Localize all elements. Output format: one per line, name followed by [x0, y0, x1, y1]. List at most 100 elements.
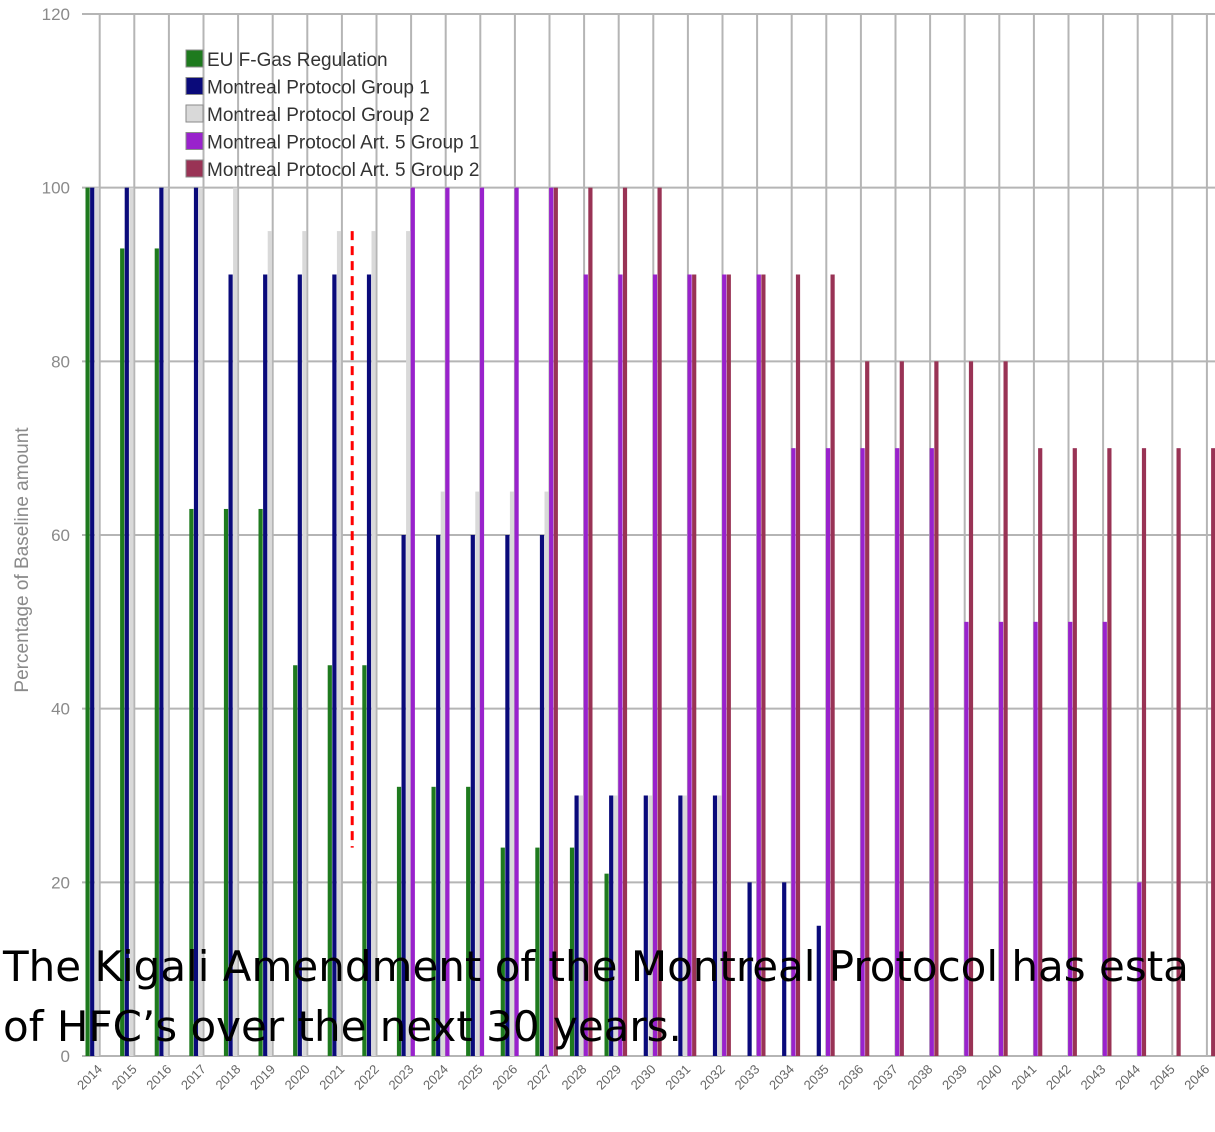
bar — [1107, 448, 1112, 1057]
legend-swatch — [185, 132, 204, 150]
bar — [825, 448, 831, 1057]
legend-label: Montreal Protocol Group 1 — [207, 78, 430, 99]
x-tick-label: 2045 — [1147, 1062, 1178, 1093]
bar — [1141, 448, 1147, 1057]
y-axis-title: Percentage of Baseline amount — [12, 427, 33, 693]
x-tick-label: 2036 — [835, 1062, 866, 1093]
x-tick-label: 2044 — [1112, 1062, 1143, 1093]
bar — [327, 665, 332, 1056]
bar — [544, 491, 549, 1056]
bar — [258, 508, 263, 1056]
x-tick-label: 2020 — [282, 1062, 313, 1093]
bar — [396, 786, 402, 1056]
x-tick-label: 2026 — [489, 1062, 520, 1093]
x-tick-label: 2038 — [904, 1062, 935, 1093]
bar — [657, 187, 662, 1056]
legend-swatch — [185, 77, 204, 95]
bar — [163, 187, 169, 1056]
bar — [371, 231, 376, 1057]
bar — [761, 274, 766, 1056]
x-tick-label: 2025 — [455, 1062, 486, 1093]
bar — [1033, 621, 1038, 1056]
bar — [1211, 448, 1215, 1057]
bar — [445, 187, 450, 1056]
x-tick-label: 2041 — [1008, 1062, 1039, 1093]
bar — [712, 795, 718, 1056]
x-tick-label: 2039 — [939, 1062, 970, 1093]
legend-label: Montreal Protocol Art. 5 Group 1 — [207, 133, 479, 154]
bar — [613, 795, 618, 1056]
bar — [934, 361, 939, 1056]
bar — [687, 274, 692, 1056]
bar — [795, 274, 801, 1056]
bar — [678, 795, 683, 1056]
x-tick-label: 2028 — [558, 1062, 589, 1093]
bar — [479, 187, 485, 1056]
x-tick-label: 2018 — [212, 1062, 243, 1093]
x-tick-label: 2034 — [766, 1062, 797, 1093]
x-tick-label: 2032 — [697, 1062, 728, 1093]
bar — [466, 786, 471, 1056]
x-tick-label: 2014 — [74, 1062, 105, 1093]
bar — [782, 882, 787, 1056]
x-tick-label: 2027 — [524, 1062, 555, 1093]
bar — [682, 795, 688, 1056]
bar — [159, 187, 164, 1056]
x-tick-label: 2021 — [316, 1062, 347, 1093]
legend-label: Montreal Protocol Group 2 — [207, 105, 430, 126]
bar — [1102, 621, 1107, 1056]
x-tick-label: 2042 — [1043, 1062, 1074, 1093]
x-tick-label: 2037 — [870, 1062, 901, 1093]
bar — [120, 248, 125, 1056]
bar — [726, 274, 731, 1056]
x-tick-label: 2022 — [351, 1062, 382, 1093]
bar — [302, 231, 307, 1057]
bar — [94, 187, 99, 1056]
legend-swatch — [185, 49, 204, 68]
bar — [1072, 448, 1077, 1057]
y-tick-label: 40 — [51, 700, 70, 719]
x-tick-label: 2030 — [628, 1062, 659, 1093]
bar — [509, 491, 515, 1056]
bar — [475, 491, 480, 1056]
bar — [574, 795, 579, 1056]
y-tick-label: 0 — [61, 1047, 70, 1066]
bar — [431, 786, 436, 1056]
bar — [722, 274, 727, 1056]
bar — [964, 621, 969, 1056]
bar — [569, 847, 575, 1056]
y-tick-label: 20 — [51, 873, 70, 892]
bar — [223, 508, 229, 1056]
bar — [588, 187, 593, 1056]
bar — [193, 187, 199, 1056]
bar — [1137, 882, 1142, 1056]
y-tick-label: 80 — [51, 352, 70, 371]
bar — [643, 795, 648, 1056]
bar — [514, 187, 519, 1056]
x-tick-label: 2029 — [593, 1062, 624, 1093]
caption: The Kigali Amendment of the Montreal Pro… — [2, 942, 1189, 1051]
bar — [332, 274, 337, 1056]
bar — [505, 535, 510, 1056]
bar — [470, 535, 475, 1056]
bar — [1176, 448, 1181, 1057]
bar — [440, 491, 445, 1056]
x-tick-label: 2016 — [143, 1062, 174, 1093]
bar — [90, 187, 95, 1056]
bar — [579, 795, 584, 1056]
bar — [1068, 621, 1073, 1056]
legend: EU F-Gas Regulation Montreal Protocol Gro… — [185, 49, 479, 181]
bar — [622, 187, 628, 1056]
x-tick-label: 2035 — [801, 1062, 832, 1093]
bar — [1038, 448, 1043, 1057]
caption-line-2: of HFC’s over the next 30 years. — [3, 1002, 682, 1051]
bar — [293, 665, 298, 1056]
caption-line-1: The Kigali Amendment of the Montreal Pro… — [2, 942, 1189, 991]
bar — [549, 187, 554, 1056]
bars-layer — [85, 187, 1215, 1057]
bar — [652, 274, 658, 1056]
y-tick-label: 60 — [51, 526, 70, 545]
x-tick-label: 2031 — [662, 1062, 693, 1093]
